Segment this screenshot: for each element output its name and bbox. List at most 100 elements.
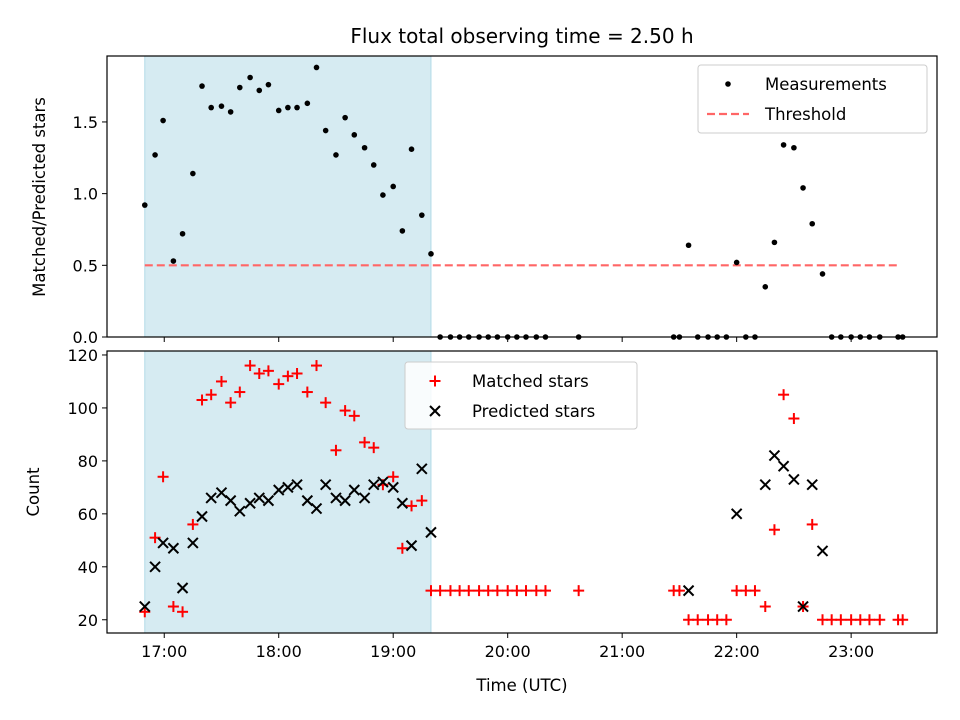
measurements-point: [390, 183, 397, 190]
matched-stars-point: [196, 394, 208, 406]
measurements-point: [190, 170, 196, 177]
predicted-stars-point: [196, 510, 208, 523]
bottom-ticks: 20 40 60 80 100 120 17:00 18:00 19:00 20:00 21:00 2…: [67, 346, 874, 661]
y-tick-label: 100: [67, 399, 98, 418]
predicted-stars-point: [149, 561, 161, 573]
measurements-point: [762, 284, 769, 290]
measurements-point: [370, 162, 377, 168]
measurements-point: [419, 212, 425, 218]
measurements-point: [208, 104, 214, 111]
predicted-stars-point: [797, 600, 809, 613]
matched-stars-point: [863, 614, 875, 626]
matched-stars-point: [301, 386, 313, 398]
matched-stars-point: [463, 585, 475, 597]
measurements-point: [791, 144, 797, 151]
x-tick-label: 20:00: [485, 642, 531, 661]
matched-stars-point: [244, 360, 256, 372]
matched-stars-point: [225, 397, 237, 409]
matched-stars-point: [539, 585, 551, 597]
matched-stars-point: [778, 389, 790, 401]
measurements-point: [285, 104, 291, 111]
predicted-stars-point: [273, 484, 285, 496]
predicted-stars-point: [291, 479, 303, 491]
measurements-point: [685, 242, 692, 249]
measurements-point: [780, 142, 787, 148]
measurements-point: [408, 146, 415, 152]
measurements-point: [275, 107, 282, 114]
predicted-stars-point: [282, 481, 294, 494]
predicted-stars-point: [682, 584, 695, 597]
y-tick-label: 120: [67, 346, 98, 365]
bottom-legend: Matched stars Predicted stars: [404, 361, 638, 430]
predicted-stars-point: [310, 502, 323, 515]
predicted-stars-point: [405, 539, 418, 552]
top-legend: Measurements Threshold: [697, 64, 928, 134]
predicted-stars-point: [234, 505, 246, 517]
matched-stars-point: [348, 410, 360, 422]
matched-stars-point: [416, 495, 428, 507]
legend-label: Predicted stars: [472, 402, 595, 421]
measurements-point: [304, 100, 311, 107]
matched-stars-point: [897, 614, 909, 626]
matched-stars-point: [157, 471, 169, 483]
figure-title: Flux total observing time = 2.50 h: [350, 24, 693, 48]
predicted-stars-point: [224, 494, 237, 507]
predicted-stars-point: [816, 545, 829, 557]
matched-stars-point: [434, 585, 446, 597]
measurements-point: [809, 220, 816, 227]
matched-stars-point: [573, 585, 585, 597]
measurements-point: [247, 74, 253, 81]
matched-stars-point: [177, 606, 189, 618]
y-tick-label: 0.0: [73, 328, 98, 347]
measurements-point: [800, 185, 806, 191]
matched-stars-point: [215, 375, 227, 387]
matched-stars-point: [359, 436, 371, 448]
predicted-stars-point: [215, 486, 228, 499]
observing-window-shade: [144, 56, 432, 337]
matched-stars-point: [749, 585, 761, 597]
measurements-point: [237, 84, 243, 91]
legend-label: Matched stars: [472, 372, 589, 391]
measurements-point: [342, 114, 348, 121]
predicted-stars-point: [330, 492, 342, 504]
predicted-stars-point: [806, 479, 818, 491]
matched-stars-point: [692, 614, 704, 626]
predicted-stars-point: [157, 537, 169, 549]
predicted-stars-point: [368, 479, 380, 491]
top-axes-frame: [106, 55, 938, 338]
predicted-stars-point: [253, 492, 265, 504]
measurements-point: [322, 127, 329, 134]
measurements-point: [256, 87, 263, 94]
predicted-stars-point: [339, 494, 351, 507]
x-tick-label: 21:00: [599, 642, 645, 661]
measurements-point: [819, 271, 826, 277]
predicted-stars-point: [425, 526, 437, 539]
y-tick-label: 80: [78, 452, 98, 471]
matched-stars-point: [139, 606, 151, 618]
y-tick-label: 0.5: [73, 256, 98, 275]
measurements-point: [265, 81, 272, 88]
predicted-stars-point: [730, 508, 743, 520]
measurements-point: [160, 117, 166, 124]
observing-window-shade: [144, 351, 432, 633]
matched-stars-point: [167, 601, 179, 613]
y-tick-label: 60: [78, 505, 98, 524]
predicted-stars-point: [777, 460, 790, 472]
predicted-stars-point: [176, 582, 189, 594]
matched-stars-point: [806, 518, 818, 530]
matched-stars-point: [282, 370, 294, 382]
top-ticks: 0.0 0.5 1.0 1.5: [73, 113, 852, 347]
matched-stars-point: [396, 542, 408, 554]
legend-label: Measurements: [765, 75, 887, 94]
predicted-stars-point: [167, 542, 180, 554]
measurements-point: [152, 152, 158, 158]
matched-stars-point: [520, 585, 532, 597]
matched-stars-point: [835, 614, 847, 626]
measurements-point: [141, 202, 148, 208]
predicted-stars-point: [301, 494, 314, 507]
predicted-stars-point: [768, 449, 781, 462]
predicted-stars-point: [262, 494, 275, 507]
legend-box: [697, 64, 928, 134]
measurements-point: [399, 228, 406, 234]
